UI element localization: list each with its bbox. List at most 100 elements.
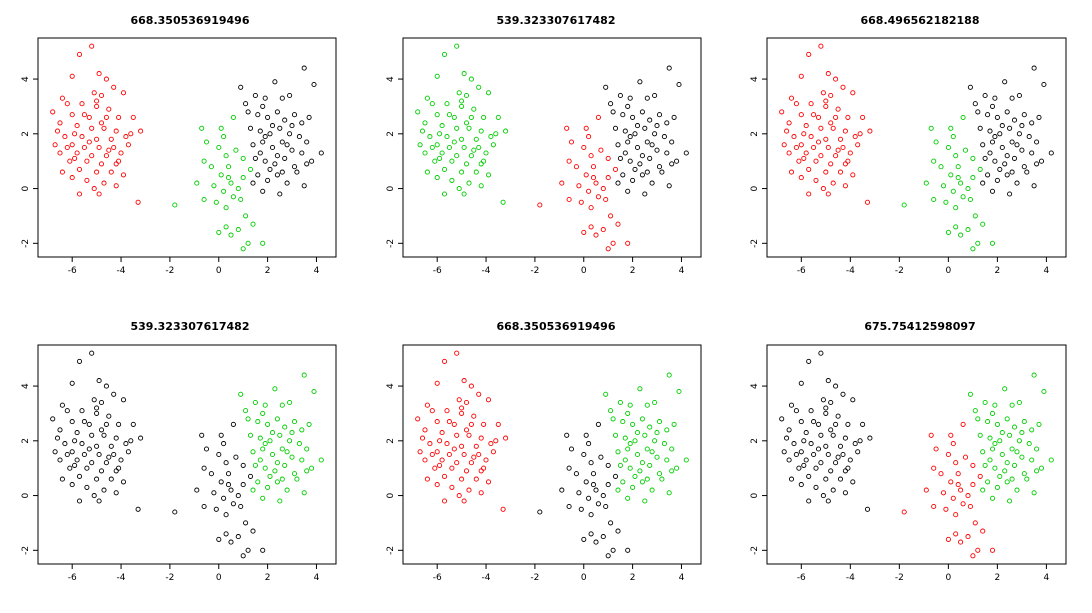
scatter-point — [656, 112, 663, 118]
scatter-point — [813, 465, 819, 471]
scatter-point — [468, 383, 474, 389]
scatter-point — [265, 421, 271, 427]
scatter-point — [605, 462, 611, 468]
scatter-point — [608, 101, 614, 107]
scatter-point — [57, 457, 63, 463]
scatter-point — [644, 95, 650, 101]
scatter-point — [798, 419, 804, 425]
x-tick-label: 2 — [995, 573, 1001, 583]
scatter-point — [461, 144, 467, 151]
scatter-point — [301, 183, 307, 189]
scatter-point — [989, 103, 996, 109]
scatter-point — [940, 490, 947, 496]
scatter-point — [471, 413, 477, 419]
y-tick-label: 4 — [386, 383, 396, 389]
scatter-point — [1026, 441, 1032, 447]
scatter-point — [642, 125, 648, 131]
scatter-point — [274, 172, 280, 178]
scatter-point — [444, 101, 450, 107]
scatter-point — [985, 419, 991, 425]
scatter-point — [76, 473, 83, 479]
scatter-point — [301, 372, 307, 378]
scatter-point — [948, 479, 954, 485]
scatter-point — [1002, 468, 1008, 474]
scatter-point — [309, 158, 315, 164]
scatter-point — [98, 92, 105, 99]
scatter-point — [938, 164, 944, 170]
scatter-point — [279, 139, 285, 145]
scatter-point — [1011, 424, 1018, 430]
x-tick-label: -2 — [530, 573, 539, 583]
scatter-point — [568, 139, 575, 145]
scatter-point — [674, 158, 680, 164]
scatter-point — [593, 232, 599, 238]
scatter-point — [252, 462, 258, 468]
scatter-point — [201, 196, 207, 203]
scatter-point — [850, 90, 856, 96]
scatter-point — [994, 114, 1000, 120]
scatter-point — [617, 399, 623, 406]
scatter-point — [478, 161, 484, 167]
scatter-point — [238, 503, 244, 510]
scatter-point — [277, 191, 283, 197]
scatter-point — [81, 144, 87, 151]
scatter-point — [622, 128, 628, 134]
scatter-point — [240, 553, 246, 559]
scatter-point — [260, 240, 266, 246]
scatter-point — [674, 465, 680, 471]
scatter-point — [284, 449, 290, 455]
scatter-point — [967, 391, 973, 397]
scatter-point — [269, 144, 276, 151]
scatter-point — [76, 166, 83, 172]
scatter-point — [842, 183, 848, 189]
scatter-point — [975, 240, 981, 246]
scatter-point — [659, 476, 665, 482]
scatter-point — [444, 134, 450, 140]
scatter-point — [172, 509, 178, 515]
x-tick-label: 4 — [314, 266, 320, 276]
y-tick-label: 2 — [750, 131, 760, 137]
scatter-point — [495, 421, 501, 427]
scatter-point — [600, 493, 606, 499]
scatter-point — [267, 473, 273, 479]
x-tick-label: 2 — [265, 266, 271, 276]
scatter-point — [581, 144, 587, 151]
scatter-point — [221, 134, 227, 140]
scatter-point — [299, 457, 305, 463]
scatter-point — [950, 134, 956, 140]
scatter-point — [274, 479, 280, 485]
scatter-point — [559, 487, 565, 493]
scatter-point — [135, 506, 141, 512]
scatter-point — [221, 188, 227, 194]
scatter-point — [603, 196, 609, 203]
scatter-point — [813, 484, 819, 490]
scatter-point — [89, 460, 95, 466]
scatter-point — [987, 435, 993, 441]
scatter-point — [468, 114, 474, 120]
scatter-point — [595, 114, 601, 120]
scatter-point — [101, 432, 107, 438]
scatter-point — [982, 399, 988, 406]
scatter-point — [632, 166, 638, 172]
scatter-point — [943, 506, 949, 512]
scatter-point — [262, 402, 268, 408]
y-tick-label: 2 — [21, 438, 31, 444]
scatter-point — [94, 103, 100, 109]
scatter-point — [566, 465, 572, 471]
scatter-point — [294, 169, 300, 175]
scatter-point — [1026, 134, 1032, 140]
scatter-point — [1019, 454, 1025, 460]
scatter-point — [255, 172, 261, 178]
scatter-point — [806, 166, 812, 172]
scatter-point — [1034, 468, 1040, 474]
scatter-point — [615, 142, 621, 148]
scatter-point — [89, 125, 95, 131]
x-tick-label: 4 — [1044, 573, 1050, 583]
scatter-point — [564, 432, 570, 438]
scatter-point — [786, 120, 792, 126]
scatter-point — [1002, 386, 1008, 392]
scatter-point — [120, 479, 127, 485]
scatter-point — [483, 150, 489, 156]
scatter-point — [644, 139, 650, 145]
y-tick-label: 0 — [750, 185, 760, 191]
